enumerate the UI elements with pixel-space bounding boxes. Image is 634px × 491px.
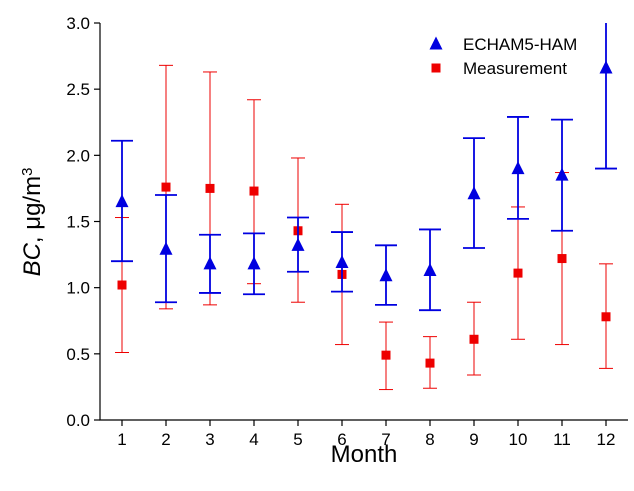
y-tick-label: 2.5 <box>66 80 90 99</box>
data-point <box>423 262 437 276</box>
data-point <box>335 255 349 269</box>
x-tick-label: 9 <box>469 430 478 449</box>
data-point <box>467 186 481 200</box>
x-tick-label: 1 <box>117 430 126 449</box>
y-axis-ticks: 0.0 0.5 1.0 1.5 2.0 2.5 3.0 <box>66 14 100 430</box>
y-axis-variable: BC <box>19 242 46 276</box>
y-tick-label: 0.5 <box>66 345 90 364</box>
y-tick-label: 2.0 <box>66 146 90 165</box>
x-tick-label: 2 <box>161 430 170 449</box>
data-point <box>469 334 479 344</box>
x-tick-label: 7 <box>381 430 390 449</box>
data-point <box>513 268 523 278</box>
data-point <box>425 358 435 368</box>
data-point <box>205 183 215 193</box>
legend-marker-triangle <box>429 36 443 50</box>
data-point <box>555 167 569 181</box>
plot-area: 0.00.51.01.52.02.53.0 1 2 3 4 5 6 7 8 9 10 11 12 <box>66 14 628 449</box>
data-point <box>557 254 567 264</box>
data-point <box>379 268 393 282</box>
data-point <box>599 60 613 74</box>
data-point <box>511 161 525 175</box>
y-axis-unit-exponent: 3 <box>19 168 36 176</box>
y-tick-label: 1.5 <box>66 213 90 232</box>
data-point <box>601 312 611 322</box>
y-tick-label: 1.0 <box>66 279 90 298</box>
x-tick-label: 3 <box>205 430 214 449</box>
data-point <box>249 186 259 196</box>
legend-label: Measurement <box>463 59 567 78</box>
legend-label: ECHAM5-HAM <box>463 35 577 54</box>
data-point <box>291 237 305 251</box>
x-axis-ticks: 1 2 3 4 5 6 7 8 9 10 11 12 <box>117 420 615 449</box>
plot-frame <box>99 23 628 421</box>
legend: ECHAM5-HAM Measurement <box>429 35 577 78</box>
y-axis-title: BC, μg/m3 <box>19 168 47 277</box>
data-point <box>115 194 129 208</box>
x-tick-label: 4 <box>249 430 258 449</box>
data-point <box>381 350 391 360</box>
data-point <box>159 241 173 255</box>
x-tick-label: 10 <box>509 430 528 449</box>
x-tick-label: 5 <box>293 430 302 449</box>
series-square <box>115 64 613 391</box>
data-point <box>247 256 261 270</box>
series-triangle <box>111 23 617 312</box>
data-point <box>161 182 171 192</box>
x-tick-label: 6 <box>337 430 346 449</box>
x-tick-label: 12 <box>597 430 616 449</box>
x-tick-label: 11 <box>553 430 571 449</box>
data-point <box>117 280 127 290</box>
x-axis-title: Month <box>331 441 398 468</box>
y-tick-label: 3.0 <box>66 14 90 33</box>
data-point <box>203 256 217 270</box>
x-tick-label: 8 <box>425 430 434 449</box>
series-layer <box>111 23 617 391</box>
legend-marker-square <box>431 63 441 73</box>
y-axis-unit: , μg/m <box>19 176 46 243</box>
y-tick-label: 0.0 <box>66 411 90 430</box>
